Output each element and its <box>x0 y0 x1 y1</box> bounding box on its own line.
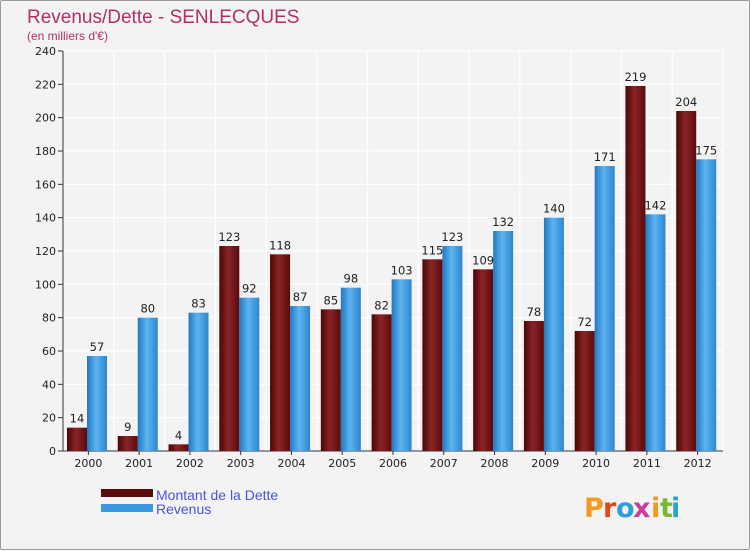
y-tick-label: 220 <box>35 78 56 91</box>
legend-swatch-debt <box>101 489 153 497</box>
y-tick-label: 140 <box>35 212 56 225</box>
data-label-revenue: 142 <box>644 198 666 212</box>
data-label-revenue: 123 <box>441 230 463 244</box>
x-tick-label: 2001 <box>125 457 153 470</box>
logo-letter: P <box>584 493 604 524</box>
x-tick-label: 2002 <box>176 457 204 470</box>
bar-debt <box>473 269 494 451</box>
data-label-debt: 14 <box>70 412 85 426</box>
x-tick-label: 2009 <box>531 457 559 470</box>
legend: Montant de la Dette Revenus <box>101 487 278 517</box>
x-tick-label: 2005 <box>328 457 356 470</box>
data-label-revenue: 80 <box>140 302 155 316</box>
bar-revenue <box>340 287 361 451</box>
bar-debt <box>320 309 341 451</box>
data-label-revenue: 87 <box>293 290 308 304</box>
data-label-revenue: 132 <box>492 215 514 229</box>
y-tick-label: 0 <box>49 445 56 458</box>
data-label-debt: 85 <box>324 293 339 307</box>
bar-revenue <box>696 159 717 452</box>
data-label-debt: 78 <box>527 305 542 319</box>
bar-debt <box>574 331 595 451</box>
data-label-debt: 82 <box>374 298 389 312</box>
logo-letter: o <box>616 493 635 524</box>
bar-revenue <box>442 246 463 451</box>
data-label-revenue: 57 <box>90 340 105 354</box>
y-tick-label: 160 <box>35 178 56 191</box>
bar-revenue <box>239 297 260 451</box>
y-tick-label: 40 <box>42 378 56 391</box>
y-tick-label: 100 <box>35 278 56 291</box>
y-tick-label: 60 <box>42 345 56 358</box>
data-label-debt: 109 <box>472 253 494 267</box>
axis-layer: 0 20 40 60 80 100 120 140 160 180 200 220 240 2000 200… <box>35 45 723 470</box>
bar-revenue <box>645 214 666 451</box>
bar-debt <box>625 86 646 451</box>
data-label-debt: 9 <box>124 420 131 434</box>
bar-revenue <box>87 356 107 451</box>
bar-revenue <box>543 217 564 451</box>
bar-debt <box>676 111 697 451</box>
data-label-debt: 204 <box>675 95 697 109</box>
data-label-revenue: 103 <box>391 263 413 277</box>
bar-revenue <box>594 166 615 451</box>
bar-debt <box>219 246 240 451</box>
logo-letter: i <box>671 493 680 524</box>
y-tick-label: 240 <box>35 45 56 58</box>
bar-debt <box>523 321 544 451</box>
bars-layer <box>67 86 717 452</box>
logo-letter: t <box>660 493 673 524</box>
logo-letter: r <box>603 493 617 524</box>
data-label-debt: 118 <box>269 238 291 252</box>
data-label-debt: 123 <box>218 230 240 244</box>
y-tick-label: 180 <box>35 145 56 158</box>
logo-letter: x <box>633 493 650 524</box>
x-tick-label: 2000 <box>74 457 102 470</box>
legend-swatch-revenue <box>101 504 153 512</box>
data-label-debt: 115 <box>421 243 443 257</box>
bar-debt <box>67 427 87 451</box>
data-label-revenue: 98 <box>344 272 359 286</box>
data-label-debt: 72 <box>577 315 592 329</box>
bar-debt <box>371 314 392 451</box>
data-label-revenue: 92 <box>242 282 257 296</box>
x-tick-label: 2003 <box>227 457 255 470</box>
bar-revenue <box>493 231 514 451</box>
chart-subtitle: (en milliers d'€) <box>27 29 108 43</box>
x-tick-label: 2010 <box>582 457 610 470</box>
bar-debt <box>168 444 189 451</box>
chart-title: Revenus/Dette - SENLECQUES <box>27 7 299 28</box>
x-tick-label: 2004 <box>277 457 305 470</box>
bar-debt <box>117 436 138 451</box>
y-tick-label: 20 <box>42 412 56 425</box>
x-tick-label: 2011 <box>633 457 661 470</box>
data-label-debt: 4 <box>175 428 182 442</box>
y-tick-label: 80 <box>42 312 56 325</box>
data-label-revenue: 140 <box>543 202 565 216</box>
x-tick-label: 2007 <box>430 457 458 470</box>
legend-label-debt: Montant de la Dette <box>156 487 278 503</box>
bar-revenue <box>137 317 158 451</box>
x-tick-label: 2006 <box>379 457 407 470</box>
bar-debt <box>270 254 291 451</box>
x-tick-label: 2008 <box>481 457 509 470</box>
x-tick-label: 2012 <box>684 457 712 470</box>
legend-label-revenue: Revenus <box>156 501 211 517</box>
bar-debt <box>422 259 443 451</box>
y-tick-label: 120 <box>35 245 56 258</box>
data-label-revenue: 83 <box>191 297 206 311</box>
data-label-debt: 219 <box>624 70 646 84</box>
bar-revenue <box>290 306 311 451</box>
y-tick-label: 200 <box>35 112 56 125</box>
bar-revenue <box>391 279 412 451</box>
data-label-revenue: 175 <box>695 143 717 157</box>
logo-letter: i <box>651 493 660 524</box>
bar-revenue <box>188 312 209 451</box>
data-label-revenue: 171 <box>594 150 616 164</box>
